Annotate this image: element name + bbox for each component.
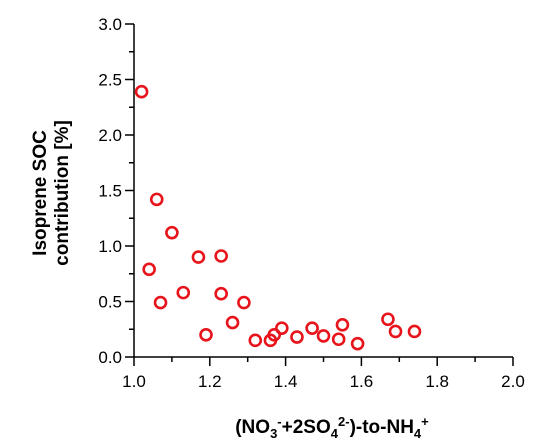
data-point — [165, 225, 179, 240]
x-ticks: 1.0 1.2 1.4 1.6 1.8 2.0 — [122, 357, 525, 391]
y-tick-label: 3.0 — [98, 15, 122, 34]
data-point — [214, 249, 228, 263]
data-point — [214, 286, 228, 301]
y-axis-title-line2: contribution [%] — [52, 120, 73, 266]
data-point — [142, 262, 156, 277]
data-point — [191, 250, 206, 264]
data-point — [407, 324, 422, 339]
data-point — [199, 327, 213, 342]
y-tick-label: 1.5 — [98, 182, 122, 201]
data-point — [305, 321, 319, 335]
data-point — [275, 321, 289, 335]
x-axis-title: (NO3-+2SO42-)-to-NH4+ — [235, 414, 429, 441]
data-point — [237, 295, 251, 310]
data-point — [176, 285, 191, 300]
data-point — [350, 336, 365, 351]
x-tick-label: 1.4 — [274, 372, 298, 391]
x-tick-label: 1.6 — [350, 372, 374, 391]
data-point — [149, 192, 164, 207]
x-tick-label: 1.8 — [425, 372, 449, 391]
data-point — [388, 324, 403, 339]
data-point — [225, 315, 240, 330]
data-point — [335, 318, 350, 332]
y-tick-label: 2.5 — [98, 71, 122, 90]
data-point — [331, 332, 346, 347]
data-point — [153, 295, 168, 310]
y-axis-title-line1: Isoprene SOC — [30, 130, 51, 256]
data-point — [267, 327, 282, 342]
data-points — [134, 84, 422, 351]
y-tick-label: 0.0 — [98, 348, 122, 367]
x-tick-label: 1.2 — [198, 372, 222, 391]
y-ticks: 0.0 0.5 1.0 1.5 2.0 2.5 3.0 — [98, 15, 134, 367]
y-tick-label: 1.0 — [98, 237, 122, 256]
data-point — [248, 333, 263, 348]
data-point — [381, 312, 395, 327]
data-point — [316, 329, 331, 343]
data-point — [134, 84, 149, 99]
y-tick-label: 0.5 — [98, 293, 122, 312]
y-tick-label: 2.0 — [98, 126, 122, 145]
x-tick-label: 2.0 — [501, 372, 525, 391]
x-tick-label: 1.0 — [122, 372, 146, 391]
data-point — [290, 330, 304, 344]
